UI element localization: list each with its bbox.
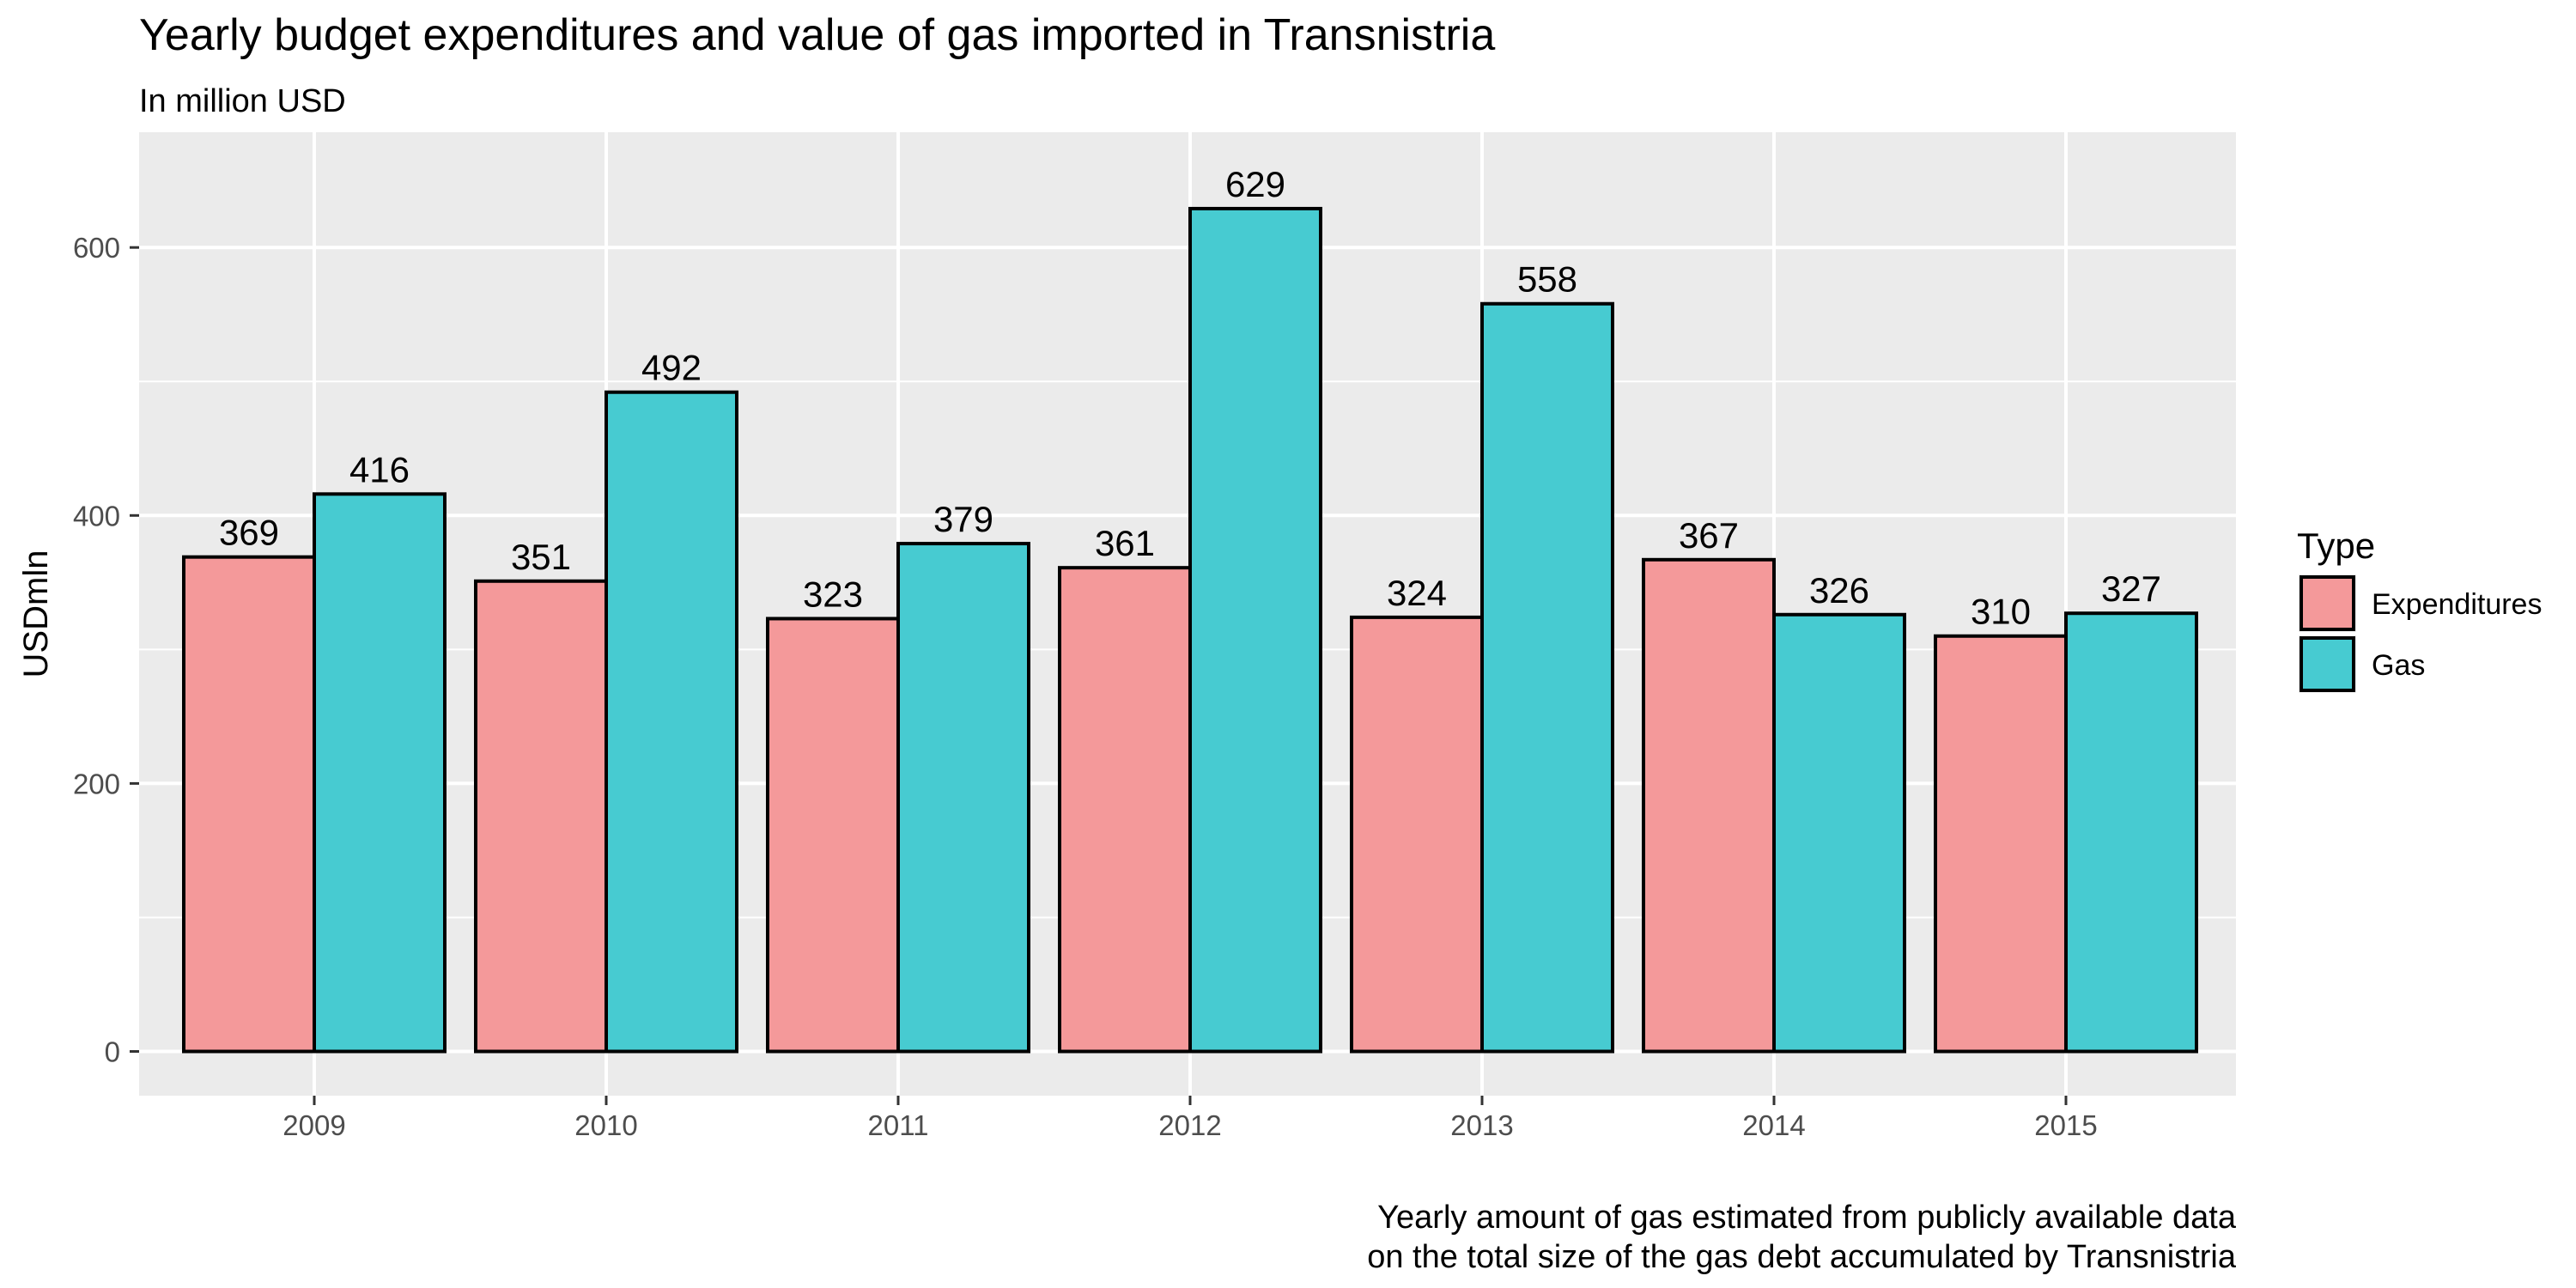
bar-expenditures	[1058, 566, 1192, 1054]
bar-expenditures	[1642, 557, 1776, 1054]
bar-gas	[1772, 612, 1906, 1054]
y-tick-label: 200	[73, 768, 120, 799]
bar-gas	[605, 390, 738, 1054]
bar-expenditures	[1934, 634, 2068, 1054]
legend-label-expenditures: Expenditures	[2372, 588, 2542, 621]
caption-line-2: on the total size of the gas debt accumu…	[1367, 1239, 2237, 1275]
data-label: 379	[933, 499, 993, 539]
bar-expenditures	[182, 555, 316, 1054]
bar-gas	[2064, 611, 2198, 1054]
x-tick-label: 2014	[1742, 1109, 1805, 1141]
legend-swatch-gas	[2300, 636, 2355, 692]
y-tick-label: 600	[73, 232, 120, 264]
x-tick-label: 2011	[868, 1109, 929, 1141]
bar-expenditures	[1350, 615, 1484, 1054]
bar-gas	[313, 492, 447, 1054]
chart-subtitle: In million USD	[139, 83, 346, 119]
bar-gas	[896, 542, 1030, 1054]
data-label: 369	[219, 513, 279, 553]
data-label: 327	[2101, 568, 2161, 609]
bars-layer	[182, 206, 2198, 1054]
legend: Type Expenditures Gas	[2297, 526, 2542, 693]
legend-label-gas: Gas	[2372, 649, 2425, 682]
data-label: 310	[1971, 592, 2031, 632]
y-tick-label: 0	[105, 1036, 120, 1068]
data-label: 361	[1095, 523, 1155, 563]
bar-gas	[1480, 301, 1614, 1054]
data-label: 416	[349, 449, 410, 489]
x-tick-label: 2010	[574, 1109, 637, 1141]
data-label: 326	[1809, 570, 1869, 611]
axes-layer: 0 200 400 600 2009 2010 2011 2012 2013 2014 2015	[73, 232, 2098, 1141]
data-label: 323	[803, 574, 863, 614]
data-labels-layer: 369 351 323 361 324 367 310 416 492 379 629 558 326 3…	[219, 164, 2161, 632]
y-tick-label: 400	[73, 500, 120, 532]
x-tick-label: 2012	[1158, 1109, 1221, 1141]
legend-title: Type	[2297, 526, 2375, 566]
data-label: 324	[1387, 573, 1447, 613]
bar-expenditures	[474, 579, 608, 1054]
data-label: 558	[1517, 259, 1577, 300]
data-label: 492	[641, 348, 702, 388]
data-label: 629	[1225, 164, 1285, 204]
bar-expenditures	[766, 617, 900, 1054]
caption-line-1: Yearly amount of gas estimated from publ…	[1377, 1200, 2237, 1236]
chart-title: Yearly budget expenditures and value of …	[139, 10, 1495, 60]
data-label: 351	[511, 537, 571, 577]
data-label: 367	[1679, 515, 1739, 556]
bar-gas	[1188, 206, 1322, 1054]
x-tick-label: 2013	[1450, 1109, 1513, 1141]
y-axis-label: USDmln	[17, 550, 55, 678]
x-tick-label: 2009	[283, 1109, 345, 1141]
legend-swatch-expenditures	[2300, 575, 2355, 631]
x-tick-label: 2015	[2034, 1109, 2097, 1141]
